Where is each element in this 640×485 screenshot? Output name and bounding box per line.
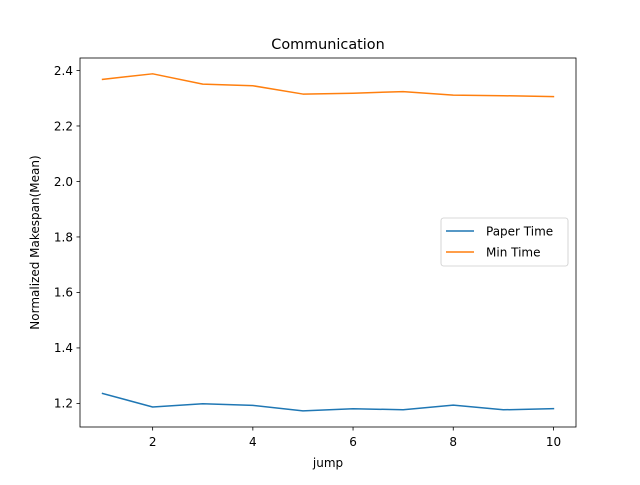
y-tick-label: 2.4 xyxy=(54,64,73,78)
y-tick-label: 2.2 xyxy=(54,119,73,133)
x-axis-label: jump xyxy=(312,456,343,470)
y-axis-label: Normalized Makespan(Mean) xyxy=(28,155,42,329)
y-axis: 1.2 1.4 1.6 1.8 2.0 2.2 2.4 xyxy=(54,64,80,411)
x-axis: 2 4 6 8 10 xyxy=(149,427,561,449)
chart-title: Communication xyxy=(271,37,384,53)
x-tick-label: 6 xyxy=(349,435,357,449)
legend-label-1: Min Time xyxy=(486,245,540,259)
x-tick-label: 8 xyxy=(449,435,457,449)
x-tick-label: 2 xyxy=(149,435,157,449)
y-tick-label: 1.6 xyxy=(54,286,73,300)
legend-label-0: Paper Time xyxy=(486,224,553,238)
plot-frame xyxy=(79,57,577,428)
y-tick-label: 2.0 xyxy=(54,175,73,189)
y-tick-label: 1.4 xyxy=(54,341,73,355)
x-tick-label: 10 xyxy=(546,435,561,449)
series-layer xyxy=(101,73,555,412)
legend: Paper Time Min Time xyxy=(440,217,569,267)
series-line-0 xyxy=(101,392,555,412)
legend-box xyxy=(440,217,569,267)
x-tick-label: 4 xyxy=(249,435,257,449)
y-tick-label: 1.2 xyxy=(54,397,73,411)
series-line-1 xyxy=(101,73,555,98)
y-tick-label: 1.8 xyxy=(54,230,73,244)
